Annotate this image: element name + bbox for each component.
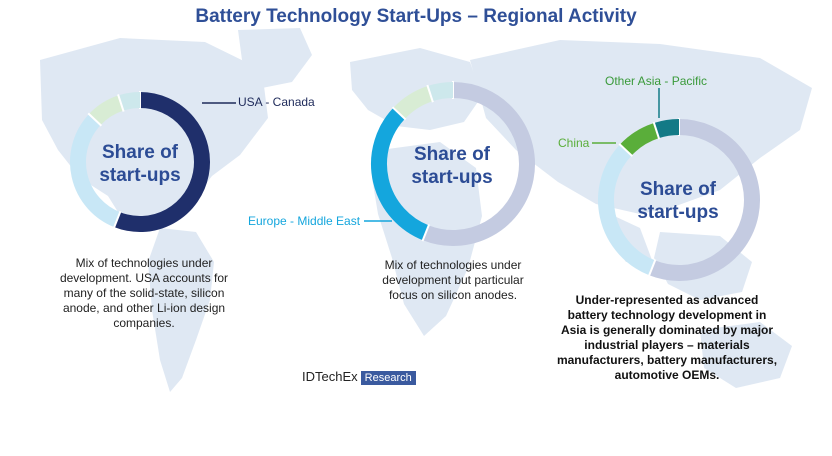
donut-3-separator [652,121,661,140]
description-europe: Mix of technologies under development bu… [382,258,524,302]
callout-china: China [558,136,590,150]
donut-1-slice-other-asia-pacific [118,92,141,111]
donut-2-slice-europe-middle-east [371,107,429,241]
brand-name: IDTechEx [302,369,358,384]
donut-3-slice-other-asia-pacific [653,119,680,139]
center-label-3: Share of start-ups [637,179,719,223]
donut-1-separator [87,112,103,127]
donut-1-separator [112,210,122,229]
donut-3-separator [618,143,634,157]
donut-3-slice-europe-middle-east [598,144,656,276]
brand-logo: IDTechEx Research [302,369,416,385]
callout-other-asia-pacific: Other Asia - Pacific [605,74,708,88]
donut-2-slice-other-asia-pacific [427,82,454,102]
donut-2-slice-usa-canada [422,82,535,246]
center-label-2: Share of start-ups [411,144,493,188]
page-title: Battery Technology Start-Ups – Regional … [195,6,637,27]
donut-3-slice-usa-canada [649,119,760,281]
donut-2-separator [391,106,407,121]
description-asia: Under-represented as advanced battery te… [556,293,778,382]
brand-badge: Research [360,371,416,385]
donut-1-slice-china [88,95,124,126]
donut-3-slice-china [619,122,660,156]
center-label-1: Share of start-ups [99,142,181,186]
donut-1-slice-europe-middle-east [70,114,121,228]
callout-europe-middle-east: Europe - Middle East [248,214,361,228]
donut-2-separator [426,84,434,103]
donut-3-separator [647,259,657,277]
description-usa: Mix of technologies under development. U… [59,256,229,330]
donut-2-slice-china [393,86,433,120]
donut-2-separator [421,224,431,242]
callout-usa-canada: USA - Canada [238,95,315,109]
donut-1-separator [117,94,125,112]
donut-1-slice-usa-canada [114,92,210,232]
